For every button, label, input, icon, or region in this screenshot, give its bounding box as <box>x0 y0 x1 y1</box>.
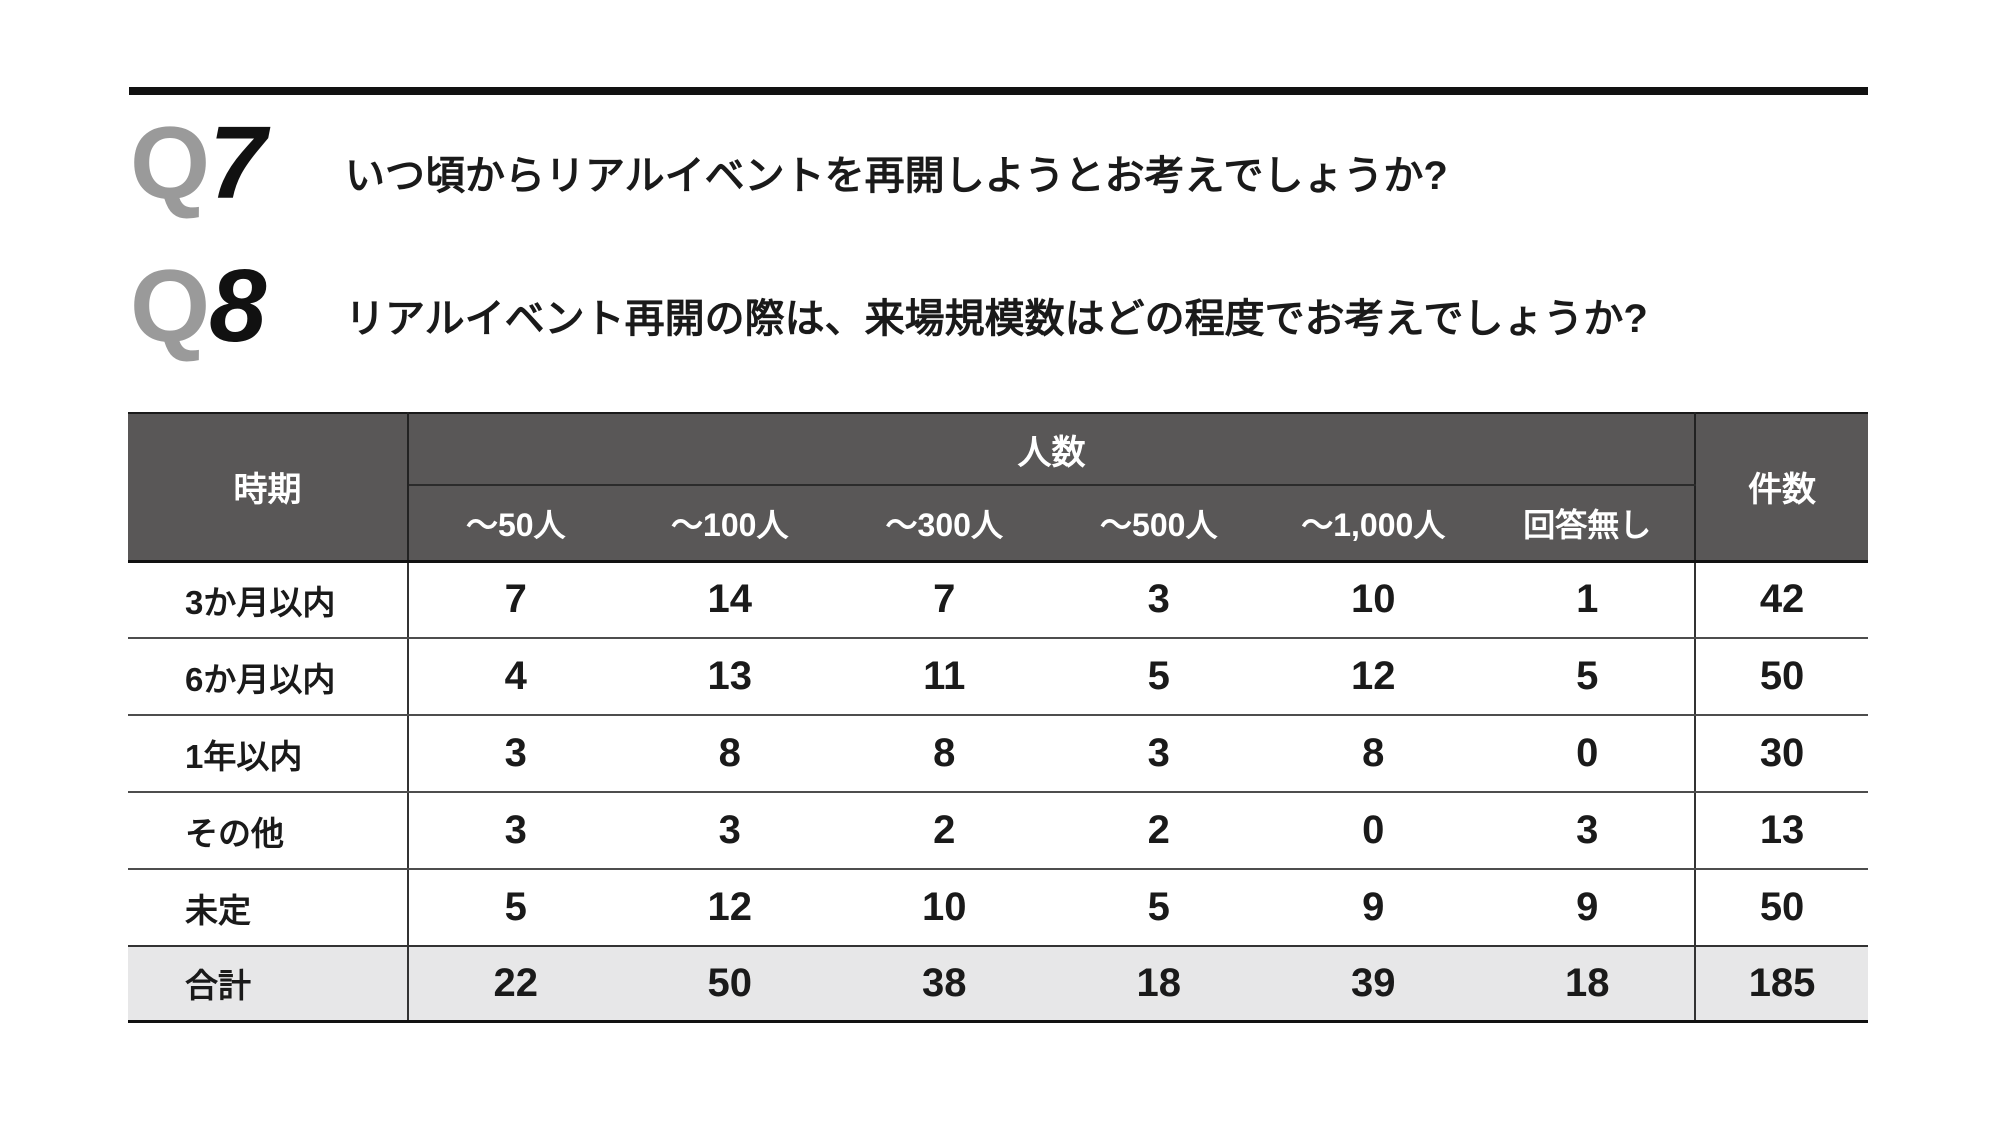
table-cell: 9 <box>1480 869 1696 947</box>
table-cell: 4 <box>408 638 623 716</box>
row-total: 50 <box>1694 638 1869 716</box>
table-cell: 50 <box>707 960 753 1005</box>
table-row: 6か月以内 4 13 11 5 12 5 50 <box>128 638 1869 716</box>
col-header-count: 件数 <box>1694 413 1869 563</box>
q7-mark: Q7 <box>130 111 345 214</box>
table-cell: 12 <box>622 869 837 947</box>
table-cell: 14 <box>622 561 837 639</box>
row-label: 6か月以内 <box>128 638 409 716</box>
table-cell: 5 <box>1051 638 1266 716</box>
table-cell: 7 <box>837 561 1052 639</box>
table-cell: 5 <box>1480 638 1696 716</box>
table-cell: 7 <box>408 561 623 639</box>
row-total: 50 <box>1694 869 1869 947</box>
table-row: 未定 5 12 10 5 9 9 50 <box>128 869 1869 947</box>
q8-number: 8 <box>209 248 266 363</box>
col-header-upto50: 〜50人 <box>408 485 623 563</box>
table-cell: 5 <box>1051 869 1266 947</box>
table-cell: 10 <box>837 869 1052 947</box>
row-label: 1年以内 <box>128 715 409 793</box>
question-q8: Q8 リアルイベント再開の際は、来場規模数はどの程度でお考えでしょうか? <box>130 254 1648 357</box>
row-label: 3か月以内 <box>128 561 409 639</box>
table-row: その他 3 3 2 2 0 3 13 <box>128 792 1869 870</box>
q8-mark: Q8 <box>130 254 345 357</box>
row-label: 未定 <box>128 869 409 947</box>
q8-letter: Q <box>130 248 210 363</box>
row-total: 185 <box>1694 946 1869 1021</box>
table-row: 3か月以内 7 14 7 3 10 1 42 <box>128 561 1869 639</box>
col-header-upto100: 〜100人 <box>622 485 837 563</box>
table-cell: 3 <box>408 715 623 793</box>
table-cell: 8 <box>1266 715 1481 793</box>
question-q7: Q7 いつ頃からリアルイベントを再開しようとお考えでしょうか? <box>130 111 1448 214</box>
table-cell: 9 <box>1266 869 1481 947</box>
col-group-people: 人数 <box>408 413 1696 486</box>
table-cell: 8 <box>837 715 1052 793</box>
q7-letter: Q <box>130 105 210 220</box>
table-row: 1年以内 3 8 8 3 8 0 30 <box>128 715 1869 793</box>
q7-number: 7 <box>209 105 266 220</box>
table-cell: 3 <box>1051 715 1266 793</box>
table-cell: 0 <box>1266 792 1481 870</box>
col-header-noanswer: 回答無し <box>1480 485 1696 563</box>
table-cell: 8 <box>622 715 837 793</box>
table-cell: 22 <box>493 960 539 1005</box>
q8-text: リアルイベント再開の際は、来場規模数はどの程度でお考えでしょうか? <box>345 297 1648 341</box>
table-body: 3か月以内 7 14 7 3 10 1 42 6か月以内 4 13 11 5 12 5 50 1年以内 3 8 8 3 8… <box>128 561 1869 1021</box>
table-cell: 3 <box>408 792 623 870</box>
header-row-group: 時期 人数 件数 <box>128 413 1869 563</box>
table-cell: 10 <box>1266 561 1481 639</box>
table-cell: 39 <box>1351 960 1396 1005</box>
total-row: 合計 22 50 38 18 39 18 185 <box>128 946 1869 1021</box>
results-table: 時期 人数 件数 〜50人 〜100人 〜300人 〜500人 〜1,000人 … <box>128 412 1869 1023</box>
table-cell: 0 <box>1480 715 1696 793</box>
table-cell: 2 <box>837 792 1052 870</box>
top-rule <box>129 87 1868 95</box>
col-header-upto1000: 〜1,000人 <box>1266 485 1481 563</box>
table-cell: 3 <box>1051 561 1266 639</box>
col-header-upto500: 〜500人 <box>1051 485 1266 563</box>
row-label: その他 <box>128 792 409 870</box>
table-cell: 11 <box>837 638 1052 716</box>
table-cell: 13 <box>622 638 837 716</box>
row-total: 30 <box>1694 715 1869 793</box>
table-cell: 18 <box>1565 960 1610 1005</box>
table-cell: 1 <box>1480 561 1696 639</box>
table-cell: 38 <box>922 960 967 1005</box>
header-row-sub: 〜50人 〜100人 〜300人 〜500人 〜1,000人 回答無し <box>128 485 1868 563</box>
col-header-upto300: 〜300人 <box>837 485 1052 563</box>
row-total: 42 <box>1694 561 1869 639</box>
row-total: 13 <box>1694 792 1869 870</box>
row-label: 合計 <box>128 946 409 1021</box>
q7-text: いつ頃からリアルイベントを再開しようとお考えでしょうか? <box>345 154 1448 198</box>
table-cell: 3 <box>1480 792 1696 870</box>
table-cell: 2 <box>1051 792 1266 870</box>
table-cell: 5 <box>408 869 623 947</box>
table-cell: 18 <box>1136 960 1182 1005</box>
table-cell: 12 <box>1266 638 1481 716</box>
col-header-period: 時期 <box>128 413 409 563</box>
table-cell: 3 <box>622 792 837 870</box>
